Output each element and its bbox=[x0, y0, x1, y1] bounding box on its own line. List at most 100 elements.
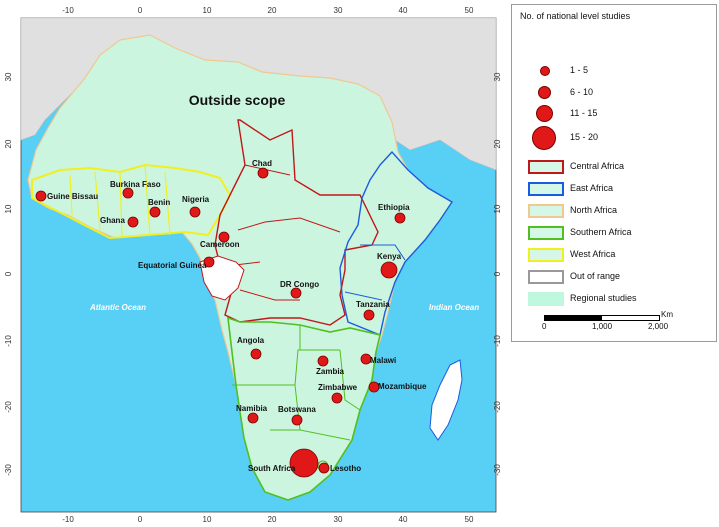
tick-right: 20 bbox=[493, 139, 502, 148]
country-markers: Guine Bissau Burkina Faso Benin Nigeria Ghan… bbox=[35, 159, 427, 478]
legend-size-label: 15 - 20 bbox=[570, 132, 599, 142]
africa-map: -10 0 10 20 30 40 50 -10 0 10 20 30 40 5… bbox=[4, 6, 502, 524]
legend-title: No. of national level studies bbox=[520, 11, 631, 21]
country-label: Mozambique bbox=[378, 382, 427, 391]
southern-africa-borders bbox=[232, 325, 361, 441]
country-label: Botswana bbox=[278, 405, 316, 414]
legend-region-label: Central Africa bbox=[570, 161, 625, 171]
legend-swatch bbox=[528, 160, 564, 174]
atlantic-ocean-label: Atlantic Ocean bbox=[89, 303, 146, 312]
legend-dot bbox=[532, 126, 556, 150]
legend-dot bbox=[536, 105, 553, 122]
legend-region-label: East Africa bbox=[570, 183, 614, 193]
legend-swatch bbox=[528, 292, 564, 306]
country-marker bbox=[247, 412, 259, 424]
scale-label: 2,000 bbox=[648, 322, 669, 331]
country-marker bbox=[360, 353, 372, 365]
legend-swatch bbox=[528, 248, 564, 262]
tick-bottom: 50 bbox=[465, 515, 474, 524]
country-marker bbox=[289, 448, 319, 478]
country-marker bbox=[127, 216, 139, 228]
legend-swatch bbox=[528, 182, 564, 196]
country-marker bbox=[317, 355, 329, 367]
tick-top: -10 bbox=[62, 6, 74, 15]
country-label: Tanzania bbox=[356, 300, 390, 309]
scale-unit: Km bbox=[661, 310, 673, 319]
tick-bottom: 0 bbox=[138, 515, 143, 524]
legend-region-label: Southern Africa bbox=[570, 227, 632, 237]
country-label: Malawi bbox=[370, 356, 396, 365]
tick-top: 40 bbox=[399, 6, 408, 15]
west-africa-region bbox=[31, 163, 232, 240]
country-marker bbox=[363, 309, 375, 321]
tick-bottom: 20 bbox=[268, 515, 277, 524]
tick-left: 30 bbox=[4, 72, 13, 81]
legend-dot bbox=[540, 66, 550, 76]
tick-bottom: 10 bbox=[203, 515, 212, 524]
tick-left: -30 bbox=[4, 464, 13, 476]
southern-africa-region bbox=[227, 316, 381, 501]
legend-size-3: 11 - 15 bbox=[512, 105, 712, 123]
tick-left: -20 bbox=[4, 401, 13, 413]
scale-bar bbox=[544, 315, 660, 321]
tick-right: -30 bbox=[493, 464, 502, 476]
country-label: Burkina Faso bbox=[110, 180, 161, 189]
country-marker bbox=[331, 392, 343, 404]
tick-right: 10 bbox=[493, 204, 502, 213]
legend-size-label: 11 - 15 bbox=[570, 108, 598, 118]
tick-top: 20 bbox=[268, 6, 277, 15]
legend-region-label: West Africa bbox=[570, 249, 616, 259]
legend-size-label: 1 - 5 bbox=[570, 65, 589, 75]
legend-swatch bbox=[528, 226, 564, 240]
madagascar bbox=[429, 359, 463, 441]
country-label: Zimbabwe bbox=[318, 383, 358, 392]
country-marker bbox=[189, 206, 201, 218]
tick-bottom: 30 bbox=[334, 515, 343, 524]
tick-left: 0 bbox=[4, 271, 13, 276]
country-marker bbox=[218, 231, 230, 243]
country-label: Benin bbox=[148, 198, 170, 207]
country-label: Cameroon bbox=[200, 240, 240, 249]
country-label: Angola bbox=[237, 336, 265, 345]
central-africa-borders bbox=[234, 164, 341, 301]
tick-top: 0 bbox=[138, 6, 143, 15]
country-marker bbox=[149, 206, 161, 218]
outside-scope-label: Outside scope bbox=[189, 92, 286, 108]
country-marker bbox=[368, 381, 380, 393]
tick-top: 30 bbox=[334, 6, 343, 15]
country-label: Ethiopia bbox=[378, 203, 410, 212]
country-label: Lesotho bbox=[330, 464, 361, 473]
graticule-ticks: -10 0 10 20 30 40 50 -10 0 10 20 30 40 5… bbox=[4, 6, 502, 524]
tick-bottom: -10 bbox=[62, 515, 74, 524]
country-label: Equatorial Guinea bbox=[138, 261, 207, 270]
country-label: Chad bbox=[252, 159, 272, 168]
tick-right: 0 bbox=[493, 271, 502, 276]
map-frame: -10 0 10 20 30 40 50 -10 0 10 20 30 40 5… bbox=[4, 6, 502, 524]
country-label: Zambia bbox=[316, 367, 345, 376]
country-label: Guine Bissau bbox=[47, 192, 98, 201]
tick-right: -20 bbox=[493, 401, 502, 413]
tick-right: -10 bbox=[493, 335, 502, 347]
tick-left: 10 bbox=[4, 204, 13, 213]
legend-size-1: 1 - 5 bbox=[512, 63, 712, 81]
country-marker bbox=[318, 462, 330, 474]
tick-left: 20 bbox=[4, 139, 13, 148]
country-marker bbox=[394, 212, 406, 224]
country-label: Ghana bbox=[100, 216, 125, 225]
tick-left: -10 bbox=[4, 335, 13, 347]
country-label: DR Congo bbox=[280, 280, 319, 289]
tick-bottom: 40 bbox=[399, 515, 408, 524]
tick-top: 10 bbox=[203, 6, 212, 15]
legend-region-label: North Africa bbox=[570, 205, 618, 215]
country-marker bbox=[257, 167, 269, 179]
country-marker bbox=[250, 348, 262, 360]
west-africa-borders bbox=[69, 164, 171, 239]
tick-right: 30 bbox=[493, 72, 502, 81]
scale-label: 1,000 bbox=[592, 322, 613, 331]
central-africa-region bbox=[214, 119, 379, 326]
country-marker bbox=[291, 414, 303, 426]
country-label: Kenya bbox=[377, 252, 402, 261]
country-label: South Africa bbox=[248, 464, 296, 473]
legend-swatch bbox=[528, 270, 564, 284]
east-africa-borders bbox=[344, 244, 406, 301]
